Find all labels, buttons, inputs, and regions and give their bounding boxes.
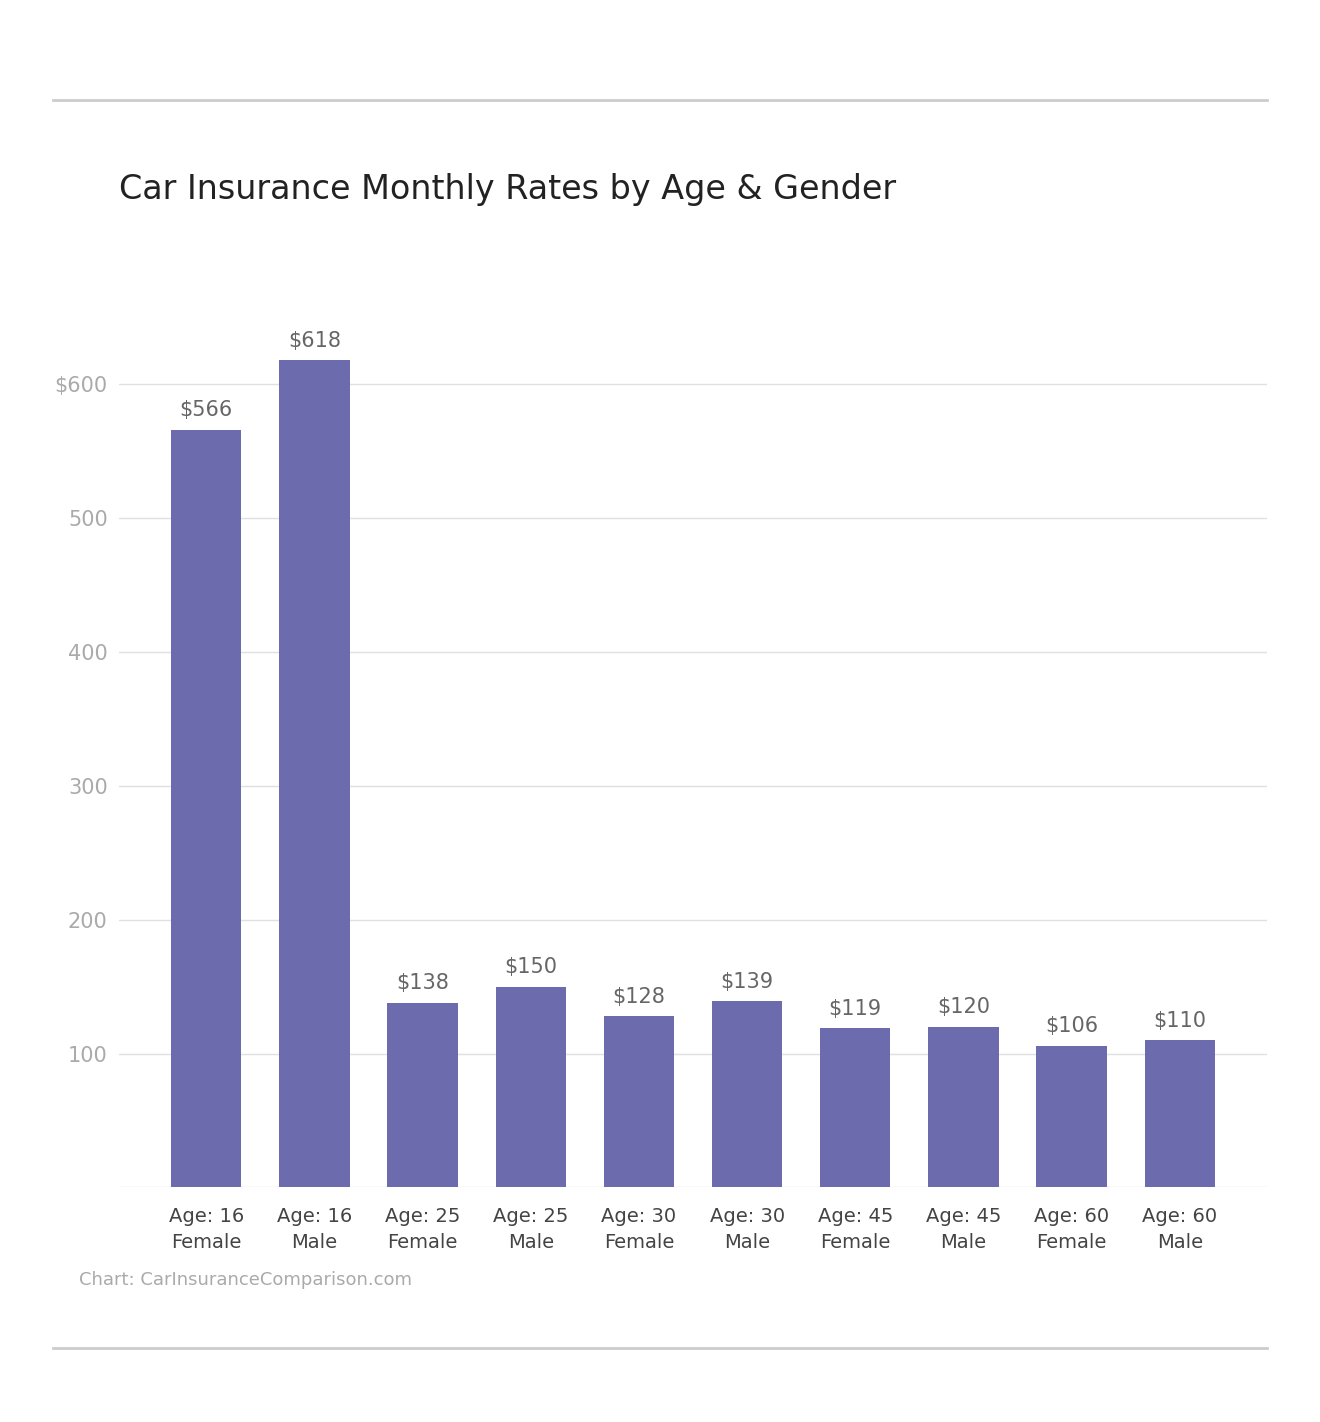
Text: Chart: CarInsuranceComparison.com: Chart: CarInsuranceComparison.com xyxy=(79,1271,412,1288)
Text: $119: $119 xyxy=(829,998,882,1018)
Text: $618: $618 xyxy=(288,331,341,351)
Text: $138: $138 xyxy=(396,973,449,994)
Bar xyxy=(495,987,566,1187)
Text: Car Insurance Monthly Rates by Age & Gender: Car Insurance Monthly Rates by Age & Gen… xyxy=(119,173,896,206)
Bar xyxy=(820,1028,891,1187)
Bar xyxy=(928,1027,999,1187)
Bar xyxy=(1144,1039,1214,1187)
Text: $128: $128 xyxy=(612,987,665,1007)
Text: $120: $120 xyxy=(937,997,990,1017)
Text: $139: $139 xyxy=(721,973,774,993)
Bar xyxy=(172,429,242,1187)
Bar xyxy=(603,1017,675,1187)
Text: $566: $566 xyxy=(180,401,232,421)
Bar xyxy=(387,1003,458,1187)
Text: $110: $110 xyxy=(1154,1011,1206,1031)
Text: $106: $106 xyxy=(1045,1017,1098,1037)
Bar xyxy=(1036,1045,1106,1187)
Text: $150: $150 xyxy=(504,957,557,977)
Bar xyxy=(280,360,350,1187)
Bar xyxy=(711,1001,783,1187)
